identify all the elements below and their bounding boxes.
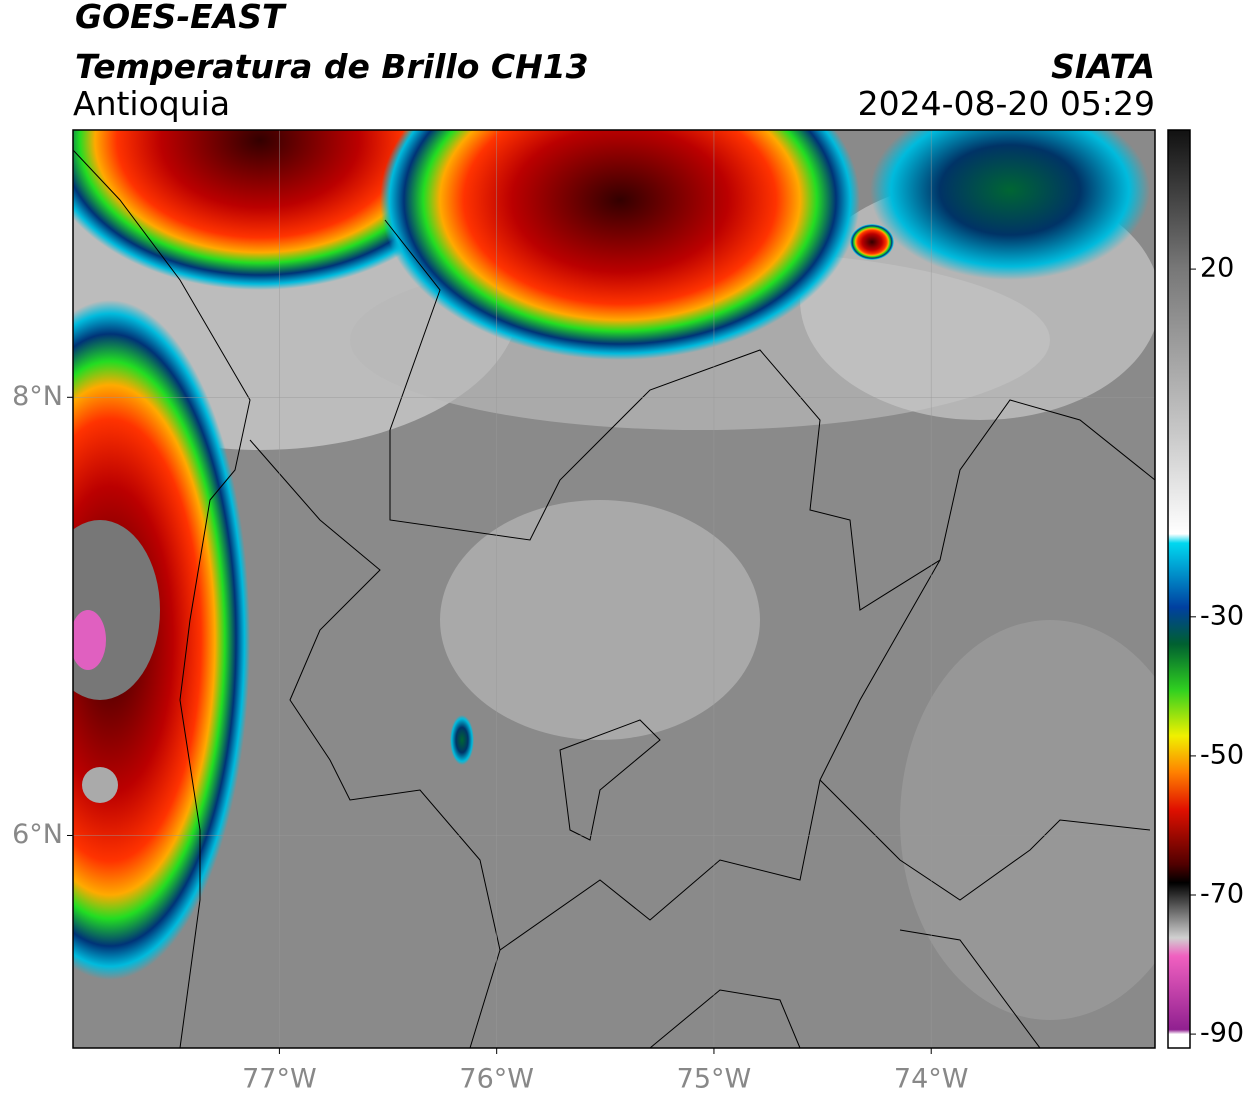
map-frame <box>72 129 1156 1049</box>
y-tick-label: 6°N <box>12 819 63 850</box>
colorbar <box>1167 129 1191 1049</box>
datetime: 2024-08-20 05:29 <box>858 84 1155 123</box>
x-tick-label: 75°W <box>677 1064 752 1095</box>
colorbar-tick-label: -90 <box>1200 1018 1244 1049</box>
x-tick-label: 76°W <box>459 1064 534 1095</box>
y-tick-label: 8°N <box>12 381 63 412</box>
subtitle: Temperatura de Brillo CH13 <box>75 47 589 86</box>
colorbar-tick-label: -30 <box>1200 600 1244 631</box>
colorbar-tick-label: 20 <box>1200 253 1234 284</box>
satellite-image <box>73 130 1155 1048</box>
x-tick-label: 74°W <box>894 1064 969 1095</box>
colorbar-tick-label: -50 <box>1200 739 1244 770</box>
region: Antioquia <box>73 84 230 123</box>
title: GOES-EAST <box>75 0 287 36</box>
x-tick-label: 77°W <box>242 1064 317 1095</box>
colorbar-tick-label: -70 <box>1200 879 1244 910</box>
source: SIATA <box>1051 47 1155 86</box>
graticule <box>73 130 1155 1048</box>
